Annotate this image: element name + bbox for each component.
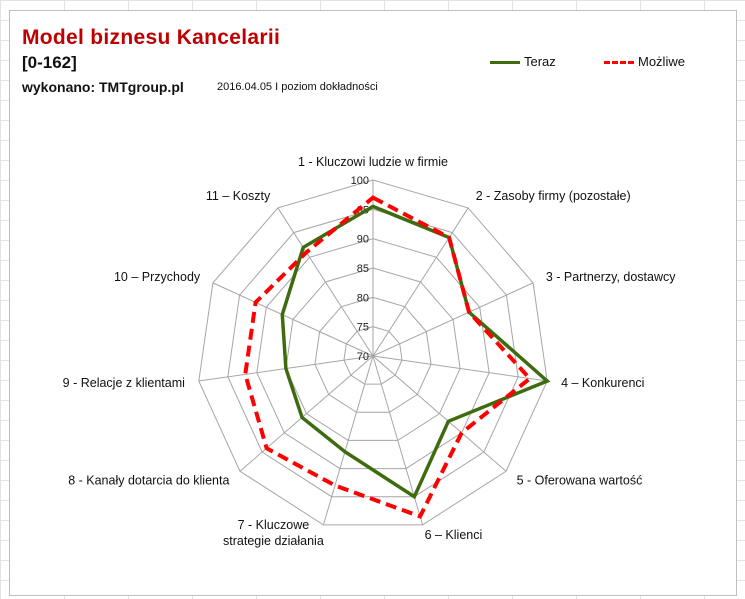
grid-ring xyxy=(314,296,432,413)
category-label: 2 - Zasoby firmy (pozostałe) xyxy=(476,189,631,203)
legend-line-mozliwe xyxy=(604,61,634,64)
category-label: 1 - Kluczowi ludzie w firmie xyxy=(298,155,448,169)
series-line-mozliwe xyxy=(243,195,533,519)
category-label: 5 - Oferowana wartość xyxy=(517,473,643,487)
grid-spoke xyxy=(277,207,374,357)
category-label: 7 - Kluczowe strategie działania xyxy=(223,518,324,548)
category-label: 9 - Relacje z klientami xyxy=(63,376,185,390)
grid-spoke xyxy=(372,355,507,472)
legend-label-mozliwe: Możliwe xyxy=(638,54,685,69)
chart-title: Model biznesu Kancelarii xyxy=(22,26,281,49)
legend-line-teraz xyxy=(490,61,520,64)
tick-label: 100 xyxy=(351,175,369,187)
grid-spoke xyxy=(372,355,548,382)
grid-ring xyxy=(285,267,461,441)
category-label: 11 – Koszty xyxy=(206,189,271,203)
legend-label-teraz: Teraz xyxy=(524,54,556,69)
grid-ring xyxy=(227,208,519,498)
grid-spoke xyxy=(372,207,469,357)
grid-spoke xyxy=(372,282,534,357)
category-label: 6 – Klienci xyxy=(425,528,483,542)
tick-label: 75 xyxy=(357,322,369,334)
tick-label: 90 xyxy=(357,234,369,246)
category-label: 3 - Partnerzy, dostawcy xyxy=(546,270,676,284)
series-line-teraz xyxy=(280,204,551,500)
grid-ring xyxy=(343,326,403,385)
category-label: 10 – Przychody xyxy=(114,270,201,284)
grid-spoke xyxy=(322,355,374,526)
tick-label: 70 xyxy=(357,351,369,363)
author-label: wykonano: TMTgroup.pl xyxy=(22,79,184,95)
category-label: 8 - Kanały dotarcia do klienta xyxy=(68,473,229,487)
tick-label: 80 xyxy=(357,292,369,304)
tick-label: 85 xyxy=(357,263,369,275)
chart-subtitle: [0-162] xyxy=(22,53,77,72)
grid-spoke xyxy=(212,282,374,357)
category-label: 4 – Konkurenci xyxy=(561,376,644,390)
grid-ring xyxy=(198,179,548,526)
grid-spoke xyxy=(239,355,374,472)
date-note: 2016.04.05 I poziom dokładności xyxy=(217,81,378,93)
